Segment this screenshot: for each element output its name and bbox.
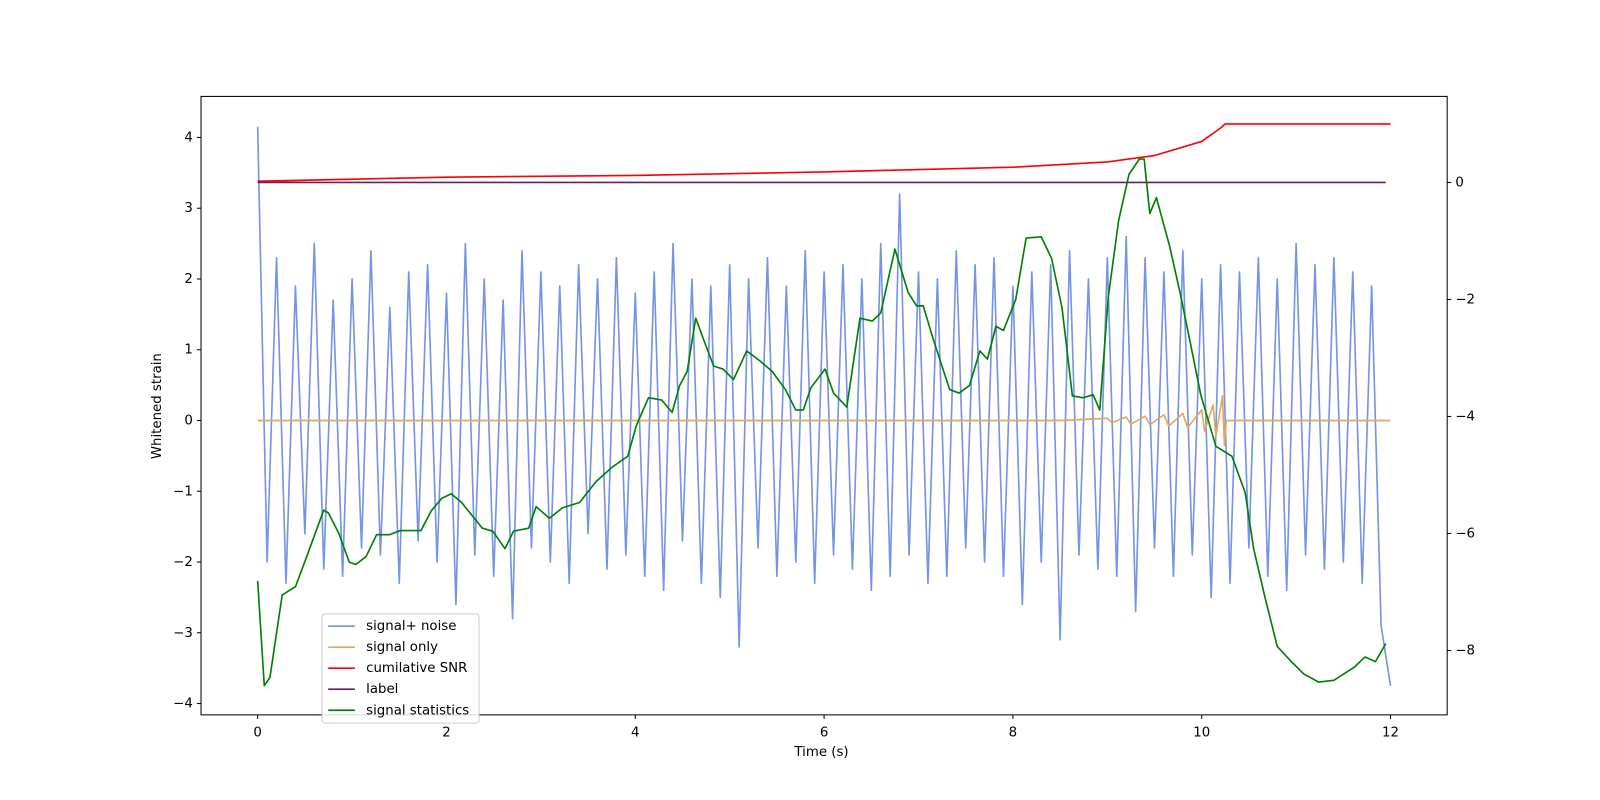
- x-tick-label: 6: [820, 725, 828, 740]
- legend-label: signal statistics: [366, 703, 469, 718]
- series-line: [256, 126, 1392, 686]
- series-line: [257, 394, 1391, 447]
- series-line: [257, 123, 1391, 183]
- legend-label: label: [366, 682, 398, 697]
- y2-tick-label: −4: [1455, 409, 1475, 424]
- x-tick-label: 8: [1009, 725, 1017, 740]
- y-axis-label: Whitened strain: [150, 353, 165, 459]
- legend-label: cumilative SNR: [366, 661, 467, 676]
- x-tick-label: 10: [1193, 725, 1210, 740]
- x-tick-label: 2: [442, 725, 450, 740]
- y-tick-label: 4: [184, 130, 192, 145]
- y-tick-label: −1: [173, 484, 193, 499]
- y2-tick-label: −2: [1455, 292, 1475, 307]
- y-tick-label: −4: [173, 697, 193, 712]
- legend-box: [321, 613, 480, 724]
- y-tick-label: 3: [184, 201, 192, 216]
- x-axis-label: Time (s): [793, 745, 848, 760]
- series-line: [256, 158, 1387, 687]
- y2-tick-label: −8: [1455, 644, 1475, 659]
- y-tick-label: −2: [173, 555, 193, 570]
- y-tick-label: −3: [173, 626, 193, 641]
- y-tick-label: 1: [184, 343, 192, 358]
- y2-tick-label: 0: [1455, 175, 1463, 190]
- y-tick-label: 2: [184, 272, 192, 287]
- x-tick-label: 12: [1382, 725, 1399, 740]
- y-tick-label: 0: [184, 414, 192, 429]
- legend-label: signal+ noise: [366, 619, 456, 634]
- legend-label: signal only: [366, 640, 438, 655]
- x-tick-label: 4: [631, 725, 639, 740]
- x-tick-label: 0: [253, 725, 261, 740]
- y2-tick-label: −6: [1455, 526, 1475, 541]
